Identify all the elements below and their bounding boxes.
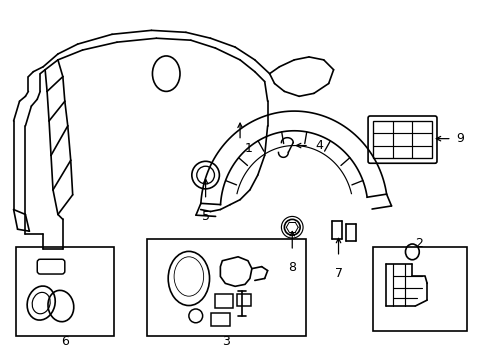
Text: 6: 6 (61, 335, 69, 348)
Text: 8: 8 (287, 261, 296, 274)
Text: 5: 5 (201, 210, 209, 222)
Bar (237, 294, 250, 306)
Bar (372, 247, 466, 330)
Text: 3: 3 (222, 335, 230, 348)
Bar (146, 239, 305, 336)
Bar (16, 247, 114, 336)
Text: 9: 9 (456, 132, 464, 145)
Bar (215, 294, 233, 308)
Text: 7: 7 (334, 267, 342, 280)
Bar (372, 121, 431, 158)
Text: 4: 4 (314, 139, 322, 152)
Bar (210, 313, 230, 326)
Text: 1: 1 (244, 142, 252, 155)
Text: 2: 2 (414, 237, 422, 249)
